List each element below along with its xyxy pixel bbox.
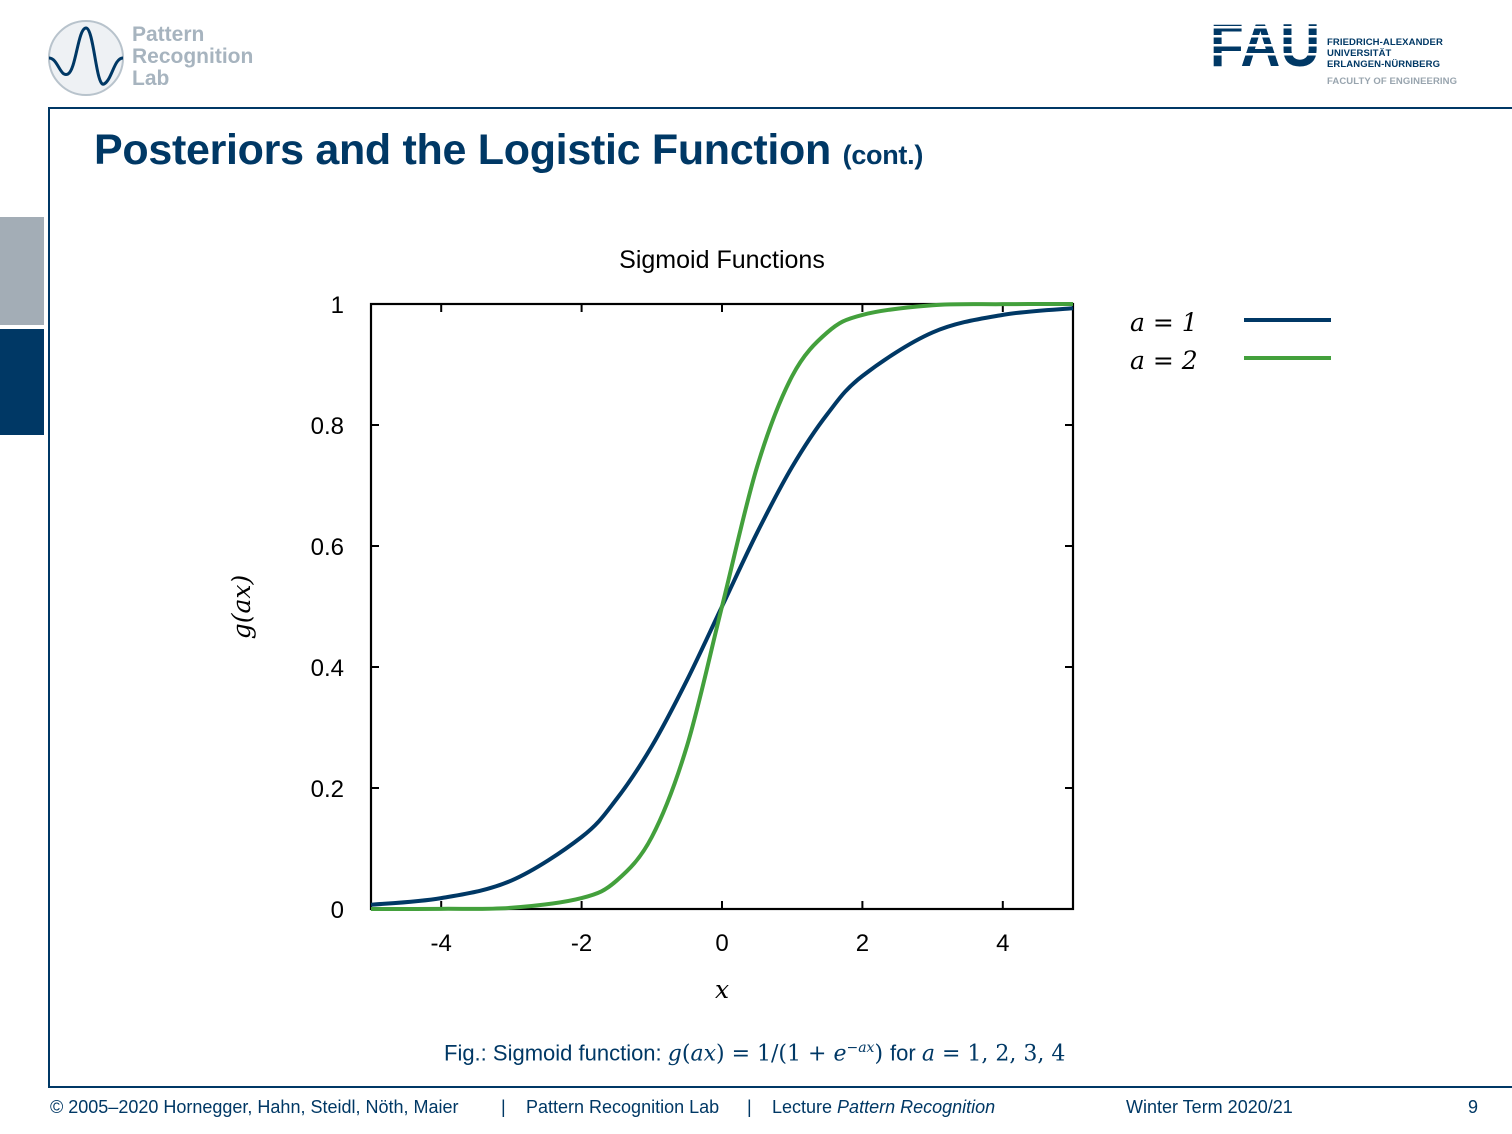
pattern-recognition-lab-logo: Pattern Recognition Lab [46, 18, 286, 100]
y-tick-label: 0.6 [311, 534, 344, 561]
caption-for: for [890, 1040, 922, 1066]
caption-var: a [921, 1041, 935, 1067]
y-tick-label: 0 [331, 897, 344, 924]
series-line-2 [370, 302, 1074, 911]
series-lines [370, 302, 1074, 911]
fau-name-line-1: FRIEDRICH-ALEXANDER [1327, 37, 1443, 48]
caption-formula-ax: ax [690, 1041, 716, 1067]
frame-top-rule [48, 107, 1512, 109]
footer-lab: Pattern Recognition Lab [526, 1097, 720, 1117]
caption-values: = 1, 2, 3, 4 [934, 1041, 1066, 1067]
fau-name-line-3: ERLANGEN-NÜRNBERG [1327, 59, 1441, 70]
lab-logo-line-2: Recognition [132, 45, 254, 68]
fau-mark: FAU [1210, 18, 1322, 70]
section-marker-inactive [0, 217, 44, 325]
wave-circle-icon [48, 20, 124, 96]
x-axis-label: x [715, 975, 729, 1004]
slide-title: Posteriors and the Logistic Function (co… [94, 126, 923, 175]
figure-caption: Fig.: Sigmoid function: g(ax) = 1/(1 + e… [444, 1040, 1066, 1067]
caption-formula-exponent: −ax [846, 1040, 875, 1056]
caption-formula-end: ) [874, 1041, 891, 1067]
legend-label-2: a = 2 [1130, 346, 1198, 375]
footer-term: Winter Term 2020/21 [1126, 1097, 1293, 1117]
slide-title-main: Posteriors and the Logistic Function [94, 126, 831, 174]
chart-legend: a = 1 a = 2 [1130, 308, 1331, 375]
y-tick-label: 0.8 [311, 413, 344, 440]
axis-tick-labels: -4 -2 0 2 4 0 0.2 0.4 0.6 0.8 1 [311, 292, 1010, 957]
chart-title: Sigmoid Functions [619, 246, 825, 274]
fau-logo: FAU FRIEDRICH-ALEXANDER UNIVERSITÄT ERLA… [1208, 18, 1468, 90]
section-marker-active [0, 329, 44, 435]
y-tick-label: 0.2 [311, 776, 344, 803]
footer-lecture-prefix: Lecture [772, 1097, 838, 1117]
y-axis-label: g(ax) [227, 575, 256, 640]
frame-left-rule [48, 107, 50, 1088]
caption-formula-e: e [833, 1041, 847, 1067]
caption-formula-mid: = 1/(1 + [724, 1041, 834, 1067]
caption-formula-g: g [667, 1041, 682, 1067]
caption-prefix: Fig.: Sigmoid function: [444, 1040, 668, 1066]
footer-lecture: Lecture Pattern Recognition [772, 1097, 995, 1118]
footer-lecture-name: Pattern Recognition [837, 1097, 996, 1117]
footer-copyright: © 2005–2020 Hornegger, Hahn, Steidl, Nöt… [50, 1097, 459, 1117]
slide-title-suffix: (cont.) [842, 140, 924, 170]
legend-label-1: a = 1 [1130, 308, 1198, 337]
fau-faculty: FACULTY OF ENGINEERING [1327, 76, 1458, 87]
footer-separator-2: | [747, 1097, 752, 1117]
x-tick-label: 2 [856, 930, 869, 957]
x-tick-label: -2 [571, 930, 592, 957]
footer-separator-1: | [501, 1097, 506, 1117]
x-tick-label: -4 [431, 930, 452, 957]
lab-logo-line-1: Pattern [132, 23, 205, 46]
footer-page-number: 9 [1468, 1097, 1479, 1117]
frame-bottom-rule [48, 1086, 1512, 1088]
x-tick-label: 0 [715, 930, 728, 957]
y-tick-label: 0.4 [311, 655, 344, 682]
lab-logo-line-3: Lab [132, 67, 170, 90]
y-tick-label: 1 [331, 292, 344, 319]
x-tick-label: 4 [996, 930, 1009, 957]
fau-name-line-2: UNIVERSITÄT [1327, 48, 1392, 59]
